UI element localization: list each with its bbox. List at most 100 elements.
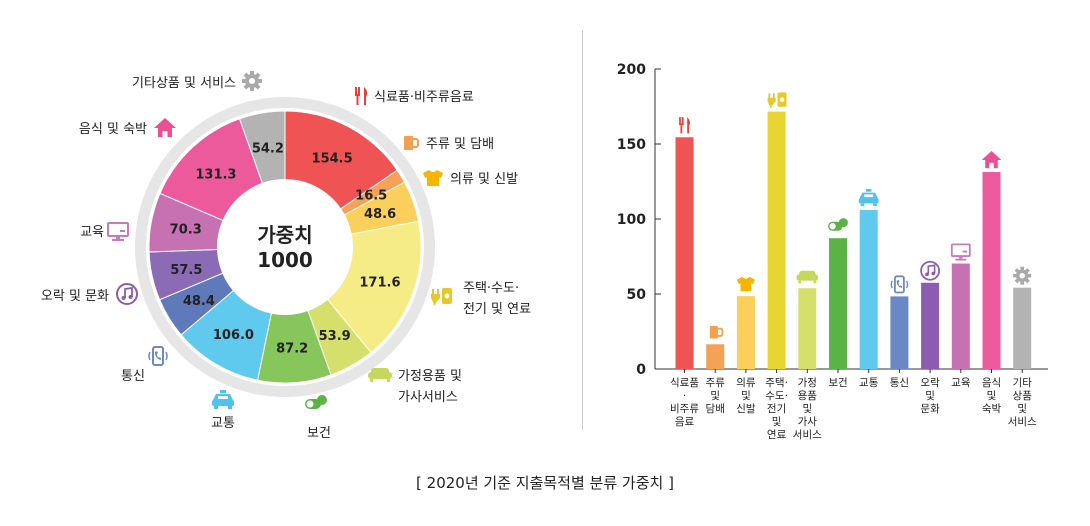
x-category-label: 음료 [675, 416, 695, 428]
house-icon [981, 151, 1002, 169]
x-category-label: 신발 [736, 403, 756, 415]
y-tick-label: 50 [627, 287, 647, 303]
x-category-label: 상품 [1013, 390, 1033, 402]
slice-value-label: 54.2 [252, 141, 284, 156]
slice-category-label: 음식 및 숙박 [79, 122, 147, 137]
music-note-icon [116, 283, 138, 305]
slice-category-label: 기타상품 및 서비스 [132, 76, 236, 91]
slice-value-label: 53.9 [319, 329, 351, 344]
y-tick-label: 150 [617, 137, 646, 153]
bar [706, 344, 725, 369]
slice-category-label: 교육 [80, 225, 104, 240]
x-category-label: 연료 [767, 429, 787, 441]
x-category-label: 용품 [798, 390, 818, 402]
panel-divider [582, 30, 583, 430]
sofa-icon [368, 368, 392, 382]
gear-icon [242, 71, 262, 91]
donut-hole [217, 179, 353, 315]
x-category-label: 및 [802, 403, 812, 415]
x-category-label: 가정 [798, 377, 817, 389]
fork-knife-icon [679, 117, 691, 134]
x-category-label: 주류 [706, 377, 726, 389]
slice-value-label: 87.2 [276, 342, 308, 357]
slice-category-label: 가사서비스 [398, 390, 458, 405]
monitor-icon [950, 243, 971, 261]
fork-knife-icon [355, 87, 368, 105]
x-category-label: 의류 [736, 377, 756, 389]
x-category-label: 가사 [798, 416, 818, 428]
plug-icon [767, 92, 787, 108]
bar [736, 296, 755, 369]
bar [829, 238, 847, 369]
slice-value-label: 171.6 [359, 275, 400, 290]
plug-icon [431, 288, 452, 305]
x-category-label: · [683, 390, 686, 402]
bar [921, 282, 940, 369]
slice-category-label: 가정용품 및 [398, 369, 462, 384]
x-category-label: 음식 [982, 377, 1001, 389]
x-category-label: 식료품 [670, 377, 699, 389]
figure-caption: [ 2020년 기준 지출목적별 분류 가중치 ] [416, 474, 674, 492]
x-category-label: 서비스 [793, 429, 822, 441]
bar [982, 172, 1001, 369]
slice-category-label: 보건 [307, 426, 331, 441]
shirt-icon [736, 276, 755, 292]
y-tick-label: 200 [617, 62, 646, 78]
x-category-label: 및 [987, 390, 997, 402]
shirt-icon [423, 170, 443, 186]
donut-chart: 가중치 1000 154.5 16.5 48.6 171.6 53.9 87.2 106.0… [41, 71, 531, 441]
bar [951, 263, 970, 369]
y-tick-label: 100 [617, 212, 646, 228]
bar [890, 296, 909, 369]
slice-value-label: 48.4 [183, 294, 215, 309]
bar [859, 210, 878, 369]
sofa-icon [796, 270, 819, 284]
bar [767, 111, 786, 369]
bar [798, 288, 817, 369]
donut-center-value: 1000 [257, 248, 313, 272]
x-category-label: 교통 [859, 377, 879, 389]
x-category-label: 및 [925, 390, 935, 402]
house-icon [154, 118, 176, 137]
x-category-label: 비주류 [670, 403, 699, 415]
y-tick-label: 0 [636, 362, 646, 378]
slice-value-label: 57.5 [170, 263, 202, 278]
x-category-label: 기타 [1013, 377, 1033, 389]
slice-category-label: 오락 및 문화 [41, 289, 109, 304]
x-category-label: 통신 [890, 377, 909, 389]
gear-icon [1013, 266, 1032, 285]
slice-value-label: 106.0 [213, 328, 254, 343]
slice-category-label: 식료품·비주류음료 [374, 90, 474, 105]
x-category-label: 보건 [828, 377, 847, 389]
slice-value-label: 131.3 [195, 167, 236, 182]
slice-category-label: 주류 및 담배 [426, 137, 494, 152]
slice-category-label: 통신 [121, 369, 145, 384]
phone-icon [148, 346, 168, 366]
x-category-label: 수도· [765, 390, 788, 402]
phone-icon [890, 275, 909, 294]
x-category-label: 및 [741, 390, 751, 402]
slice-value-label: 48.6 [364, 207, 396, 222]
slice-category-label: 교통 [211, 416, 235, 431]
x-category-label: 교육 [951, 377, 971, 389]
slice-category-label: 주택·수도· [463, 281, 519, 296]
beer-mug-icon [709, 325, 724, 339]
x-category-label: 및 [772, 416, 782, 428]
beer-mug-icon [404, 136, 419, 150]
slice-category-label: 전기 및 연료 [463, 302, 531, 317]
slice-value-label: 16.5 [355, 188, 387, 203]
bar [675, 137, 694, 369]
pill-icon [305, 395, 327, 409]
x-category-label: 및 [1017, 403, 1027, 415]
slice-value-label: 154.5 [312, 152, 353, 167]
x-category-label: 서비스 [1008, 416, 1037, 428]
x-category-label: 담배 [706, 403, 725, 415]
music-note-icon [920, 260, 941, 281]
x-category-label: 전기 [767, 403, 786, 415]
slice-category-label: 의류 및 신발 [450, 172, 518, 187]
monitor-icon [107, 222, 129, 241]
slice-value-label: 70.3 [170, 222, 202, 237]
pill-icon [828, 218, 848, 231]
bar [1013, 287, 1032, 369]
